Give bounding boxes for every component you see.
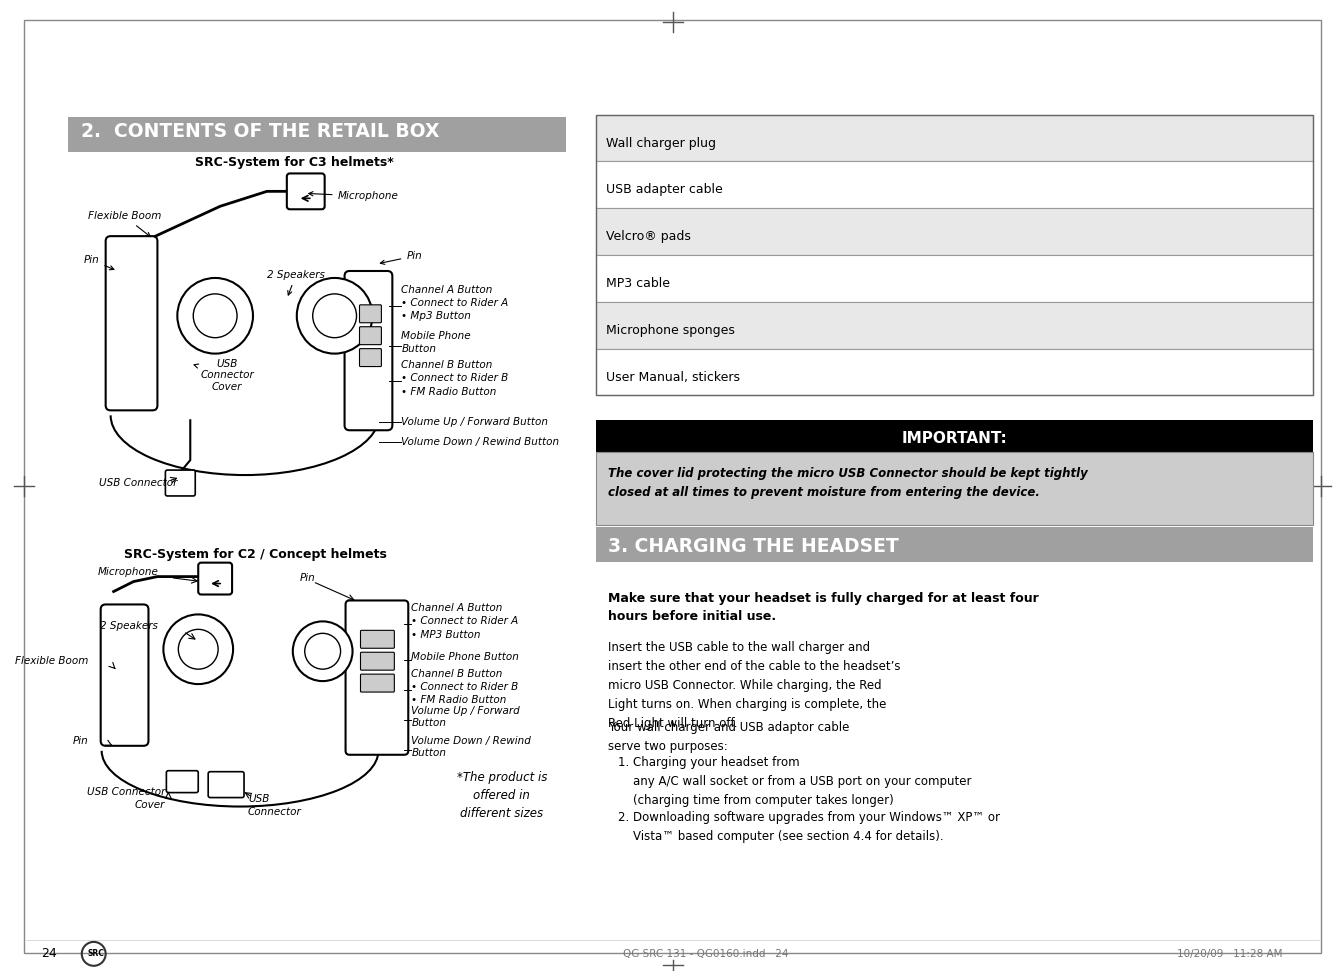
FancyBboxPatch shape <box>359 305 382 323</box>
Text: 2.  CONTENTS OF THE RETAIL BOX: 2. CONTENTS OF THE RETAIL BOX <box>80 122 439 141</box>
Bar <box>596 348 1314 395</box>
Text: USB Connector
Cover: USB Connector Cover <box>87 787 166 810</box>
Circle shape <box>178 630 218 669</box>
Text: Volume Up / Forward Button: Volume Up / Forward Button <box>402 417 548 427</box>
Text: 2 Speakers: 2 Speakers <box>99 622 158 631</box>
Bar <box>596 452 1314 524</box>
Text: Mobile Phone
Button: Mobile Phone Button <box>402 331 471 354</box>
FancyBboxPatch shape <box>166 470 195 496</box>
Text: Flexible Boom: Flexible Boom <box>88 211 161 236</box>
Bar <box>596 420 1314 452</box>
Bar <box>596 115 1314 162</box>
FancyBboxPatch shape <box>360 674 395 692</box>
Text: MP3 cable: MP3 cable <box>607 277 671 290</box>
Text: Flexible Boom: Flexible Boom <box>15 656 88 667</box>
Text: Microphone: Microphone <box>309 192 399 201</box>
Circle shape <box>293 622 352 681</box>
FancyBboxPatch shape <box>287 173 324 209</box>
Text: USB
Connector
Cover: USB Connector Cover <box>194 359 254 392</box>
FancyBboxPatch shape <box>360 631 395 648</box>
Text: Your wall charger and USB adaptor cable
serve two purposes:: Your wall charger and USB adaptor cable … <box>608 721 850 753</box>
Text: IMPORTANT:: IMPORTANT: <box>902 431 1008 446</box>
Text: Channel A Button
• Connect to Rider A
• MP3 Button: Channel A Button • Connect to Rider A • … <box>411 603 518 639</box>
FancyBboxPatch shape <box>359 327 382 344</box>
Circle shape <box>177 278 253 353</box>
Text: Channel B Button
• Connect to Rider B
• FM Radio Button: Channel B Button • Connect to Rider B • … <box>402 360 509 397</box>
Bar <box>596 255 1314 302</box>
FancyBboxPatch shape <box>360 652 395 670</box>
Circle shape <box>313 294 356 338</box>
Circle shape <box>193 294 237 338</box>
Text: Volume Down / Rewind
Button: Volume Down / Rewind Button <box>411 736 532 758</box>
Text: Make sure that your headset is fully charged for at least four
hours before init: Make sure that your headset is fully cha… <box>608 592 1039 623</box>
Text: USB Connector: USB Connector <box>99 478 177 488</box>
Text: Microphone: Microphone <box>98 566 158 577</box>
Text: Pin: Pin <box>84 255 114 270</box>
FancyBboxPatch shape <box>198 562 232 595</box>
Text: Volume Down / Rewind Button: Volume Down / Rewind Button <box>402 437 560 448</box>
Text: Velcro® pads: Velcro® pads <box>607 231 691 243</box>
Bar <box>596 208 1314 255</box>
Circle shape <box>305 633 340 669</box>
Text: 24: 24 <box>42 948 56 960</box>
Circle shape <box>297 278 372 353</box>
FancyBboxPatch shape <box>100 604 149 746</box>
Bar <box>596 162 1314 208</box>
Bar <box>596 302 1314 348</box>
Bar <box>68 117 565 152</box>
Text: SRC-System for C3 helmets*: SRC-System for C3 helmets* <box>195 157 394 169</box>
Text: Insert the USB cable to the wall charger and
insert the other end of the cable t: Insert the USB cable to the wall charger… <box>608 641 901 731</box>
Text: Wall charger plug: Wall charger plug <box>607 136 716 150</box>
Text: 2 Speakers: 2 Speakers <box>266 270 325 295</box>
Text: USB
Connector: USB Connector <box>248 794 301 816</box>
Text: 1. Charging your headset from
    any A/C wall socket or from a USB port on your: 1. Charging your headset from any A/C wa… <box>619 756 972 807</box>
FancyBboxPatch shape <box>344 271 392 430</box>
Bar <box>596 115 1314 395</box>
Circle shape <box>163 614 233 684</box>
Text: QG SRC 131 - QG0160.indd   24: QG SRC 131 - QG0160.indd 24 <box>623 949 789 958</box>
FancyBboxPatch shape <box>208 772 244 798</box>
FancyBboxPatch shape <box>106 236 158 411</box>
Bar <box>596 526 1314 561</box>
FancyBboxPatch shape <box>166 771 198 793</box>
Text: *The product is
offered in
different sizes: *The product is offered in different siz… <box>457 771 548 819</box>
FancyBboxPatch shape <box>345 600 408 755</box>
Text: Pin: Pin <box>300 572 316 583</box>
Text: 10/20/09   11:28 AM: 10/20/09 11:28 AM <box>1177 949 1283 958</box>
Text: Channel A Button
• Connect to Rider A
• Mp3 Button: Channel A Button • Connect to Rider A • … <box>402 285 509 321</box>
Text: User Manual, stickers: User Manual, stickers <box>607 371 740 383</box>
Text: Mobile Phone Button: Mobile Phone Button <box>411 652 520 663</box>
FancyBboxPatch shape <box>359 348 382 367</box>
Text: The cover lid protecting the micro USB Connector should be kept tightly
closed a: The cover lid protecting the micro USB C… <box>608 467 1089 499</box>
Text: Channel B Button
• Connect to Rider B
• FM Radio Button: Channel B Button • Connect to Rider B • … <box>411 668 518 705</box>
Text: Pin: Pin <box>74 736 88 746</box>
Text: 3. CHARGING THE HEADSET: 3. CHARGING THE HEADSET <box>608 537 898 557</box>
Text: Volume Up / Forward
Button: Volume Up / Forward Button <box>411 705 520 728</box>
Text: Pin: Pin <box>380 251 422 265</box>
Text: SRC-System for C2 / Concept helmets: SRC-System for C2 / Concept helmets <box>123 548 387 560</box>
Text: Microphone sponges: Microphone sponges <box>607 324 735 337</box>
Text: USB adapter cable: USB adapter cable <box>607 183 723 197</box>
Text: 2. Downloading software upgrades from your Windows™ XP™ or
    Vista™ based comp: 2. Downloading software upgrades from yo… <box>619 811 1000 843</box>
Text: SRC: SRC <box>88 950 104 958</box>
